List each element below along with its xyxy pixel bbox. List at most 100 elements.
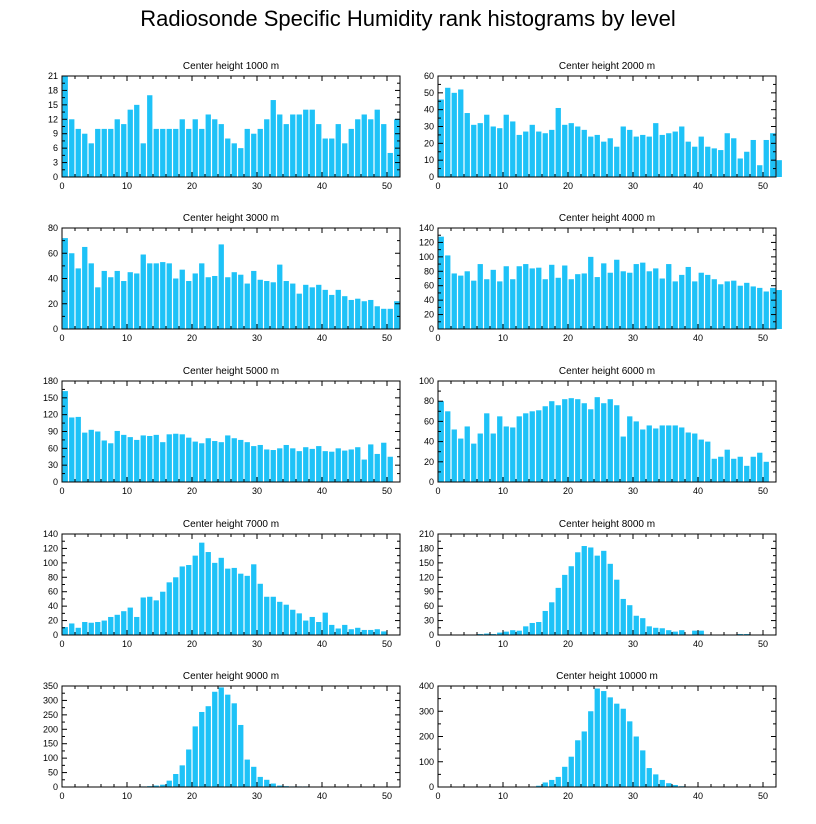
histogram-bar bbox=[199, 711, 205, 787]
x-tick-label: 10 bbox=[122, 639, 132, 649]
histogram-bar bbox=[451, 92, 457, 177]
histogram-bar bbox=[296, 451, 302, 482]
histogram-bar bbox=[257, 776, 263, 787]
histogram-bar bbox=[368, 299, 374, 329]
histogram-bar bbox=[387, 152, 393, 177]
histogram-bar bbox=[659, 628, 665, 635]
histogram-bar bbox=[342, 450, 348, 482]
histogram-bar bbox=[82, 622, 88, 635]
histogram-bar bbox=[121, 124, 127, 177]
histogram-bar bbox=[264, 119, 270, 177]
y-tick-label: 3 bbox=[53, 158, 58, 168]
panel-title: Center height 1000 m bbox=[183, 61, 279, 72]
histogram-bar bbox=[88, 429, 94, 482]
histogram-bar bbox=[705, 441, 711, 482]
histogram-bar bbox=[75, 627, 81, 635]
histogram-bar bbox=[374, 629, 380, 635]
histogram-bar bbox=[238, 274, 244, 329]
y-tick-label: 20 bbox=[48, 616, 58, 626]
histogram-bar bbox=[238, 439, 244, 482]
x-tick-label: 40 bbox=[693, 639, 703, 649]
histogram-bar bbox=[290, 609, 296, 635]
histogram-bar bbox=[303, 284, 309, 329]
y-tick-label: 100 bbox=[419, 757, 434, 767]
histogram-bar bbox=[244, 759, 250, 787]
histogram-bar bbox=[542, 406, 548, 482]
histogram-bar bbox=[640, 750, 646, 787]
y-tick-label: 60 bbox=[48, 248, 58, 258]
histogram-bar bbox=[718, 150, 724, 177]
histogram-bar bbox=[374, 109, 380, 177]
y-tick-label: 100 bbox=[419, 252, 434, 262]
histogram-bar bbox=[166, 128, 172, 177]
histogram-bar bbox=[335, 289, 341, 329]
histogram-bar bbox=[568, 398, 574, 482]
histogram-bar bbox=[199, 263, 205, 329]
histogram-bar bbox=[140, 435, 146, 482]
histogram-bar bbox=[672, 281, 678, 329]
histogram-bar bbox=[69, 119, 75, 177]
histogram-bar bbox=[329, 138, 335, 177]
histogram-bar bbox=[127, 607, 133, 635]
histogram-bar bbox=[82, 432, 88, 482]
histogram-bar bbox=[770, 133, 776, 177]
histogram-bar bbox=[510, 630, 516, 635]
histogram-bar bbox=[160, 442, 166, 482]
y-tick-label: 60 bbox=[424, 601, 434, 611]
histogram-bar bbox=[724, 281, 730, 329]
plot-frame bbox=[61, 685, 401, 788]
histogram-bar bbox=[601, 403, 607, 482]
x-tick-label: 20 bbox=[187, 486, 197, 496]
histogram-bar bbox=[601, 550, 607, 635]
histogram-bar bbox=[225, 138, 231, 177]
histogram-bar bbox=[607, 563, 613, 635]
x-tick-label: 0 bbox=[59, 791, 64, 801]
histogram-bar bbox=[335, 628, 341, 635]
histogram-bar bbox=[575, 274, 581, 329]
histogram-bar bbox=[192, 726, 198, 787]
y-tick-label: 0 bbox=[53, 477, 58, 487]
y-tick-label: 0 bbox=[429, 782, 434, 792]
histogram-bar bbox=[179, 434, 185, 482]
figure-title: Radiosonde Specific Humidity rank histog… bbox=[140, 6, 676, 31]
y-tick-label: 50 bbox=[48, 768, 58, 778]
histogram-bar bbox=[160, 262, 166, 329]
y-tick-label: 60 bbox=[424, 71, 434, 81]
histogram-bar bbox=[277, 114, 283, 177]
histogram-bar bbox=[101, 440, 107, 482]
x-tick-label: 20 bbox=[187, 639, 197, 649]
histogram-bar bbox=[290, 448, 296, 482]
y-tick-label: 0 bbox=[53, 324, 58, 334]
histogram-bar bbox=[225, 694, 231, 787]
panel-7: Center height 7000 m 0 20 40 60 80 100 120 140 0 1… bbox=[43, 519, 401, 649]
histogram-bar bbox=[711, 279, 717, 329]
histogram-bar bbox=[121, 434, 127, 482]
y-tick-label: 350 bbox=[43, 681, 58, 691]
histogram-bar bbox=[679, 630, 685, 635]
histogram-bar bbox=[451, 273, 457, 329]
x-tick-label: 20 bbox=[187, 181, 197, 191]
y-tick-label: 40 bbox=[424, 105, 434, 115]
histogram-bar bbox=[309, 616, 315, 635]
y-tick-label: 100 bbox=[43, 753, 58, 763]
panel-6: Center height 6000 m 0 20 40 60 80 100 0 10 20 30 4… bbox=[419, 366, 777, 496]
histogram-bar bbox=[322, 451, 328, 482]
histogram-bar bbox=[763, 291, 769, 329]
histogram-bar bbox=[205, 277, 211, 329]
histogram-bar bbox=[620, 598, 626, 635]
histogram-bar bbox=[529, 124, 535, 177]
histogram-bar bbox=[147, 95, 153, 177]
histogram-bar bbox=[555, 405, 561, 482]
panel-title: Center height 4000 m bbox=[559, 213, 655, 224]
histogram-bar bbox=[95, 622, 101, 635]
histogram-bar bbox=[471, 280, 477, 329]
x-tick-label: 50 bbox=[382, 181, 392, 191]
panel-title: Center height 5000 m bbox=[183, 366, 279, 377]
histogram-bar bbox=[542, 133, 548, 177]
histogram-bar bbox=[646, 271, 652, 329]
histogram-bar bbox=[101, 270, 107, 329]
histogram-bar bbox=[153, 785, 159, 787]
histogram-bar bbox=[368, 629, 374, 635]
histogram-bar bbox=[659, 779, 665, 787]
